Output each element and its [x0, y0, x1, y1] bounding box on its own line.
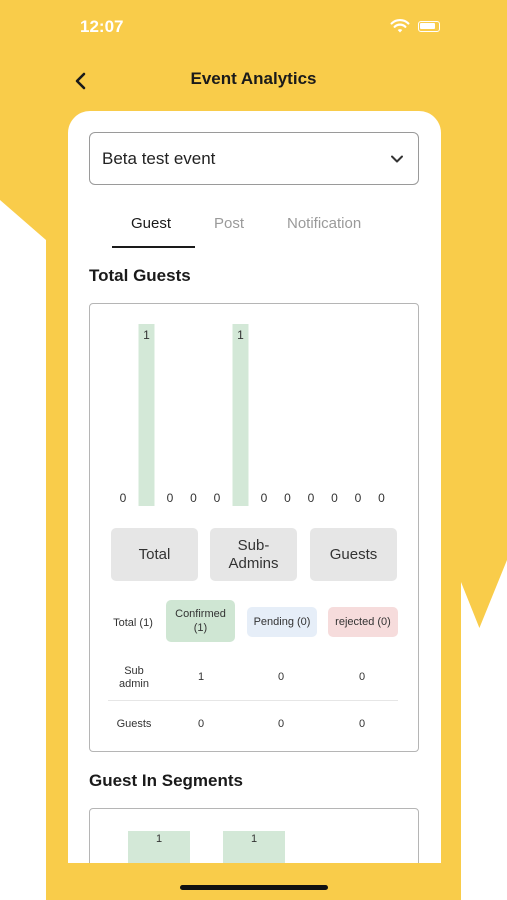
- chart-value-label: 0: [167, 491, 174, 505]
- chevron-down-icon: [391, 155, 403, 163]
- segments-chart: 1 1: [89, 808, 419, 863]
- analytics-card: Beta test event Guest Post Notification …: [68, 111, 441, 863]
- pending-badge: Pending (0): [247, 607, 317, 637]
- guest-in-segments-title: Guest In Segments: [89, 771, 243, 790]
- status-time: 12:07: [80, 17, 124, 36]
- chart-bar: [232, 324, 249, 506]
- battery-icon: [418, 21, 440, 32]
- table-divider: [108, 700, 398, 701]
- status-bar: 12:07: [46, 0, 461, 52]
- chart-value-label: 0: [308, 491, 315, 505]
- chart-value-label: 0: [120, 491, 127, 505]
- chart-value-label: 1: [237, 328, 244, 342]
- chart-value-label: 0: [190, 491, 197, 505]
- category-guests-button[interactable]: Guests: [310, 528, 397, 581]
- chart-value-label: 0: [331, 491, 338, 505]
- chart-value-label: 1: [143, 328, 150, 342]
- table-row-label: Guests: [116, 718, 152, 730]
- wifi-icon: [390, 19, 410, 33]
- segment-bar-label: 1: [250, 833, 258, 845]
- chart-bar: [138, 324, 155, 506]
- background-shape-left: [0, 0, 46, 240]
- bar-chart: 0 1 0 0 0 1 0 0 0 0 0 0: [120, 324, 385, 506]
- back-arrow-icon[interactable]: [70, 68, 92, 94]
- table-cell: 1: [197, 671, 205, 683]
- table-cell: 0: [277, 718, 285, 730]
- chart-value-label: 0: [378, 491, 385, 505]
- segment-bar: [223, 831, 285, 863]
- background-shape-right: [461, 0, 507, 628]
- page-title: Event Analytics: [190, 69, 317, 88]
- tab-guest[interactable]: Guest: [131, 215, 172, 232]
- table-cell: 0: [358, 671, 366, 683]
- table-row-label: Sub admin: [119, 665, 149, 690]
- segment-bar: [128, 831, 190, 863]
- tab-indicator: [112, 246, 195, 248]
- chart-value-label: 0: [355, 491, 362, 505]
- total-guests-chart: 0 1 0 0 0 1 0 0 0 0 0 0 Total Sub- Admins Guests To…: [89, 303, 419, 752]
- total-count-label: Total (1): [113, 617, 153, 629]
- table-cell: 0: [277, 671, 285, 683]
- table-cell: 0: [358, 718, 366, 730]
- tab-bar: Guest Post Notification: [68, 213, 441, 249]
- segment-bar-label: 1: [155, 833, 163, 845]
- chart-value-label: 0: [284, 491, 291, 505]
- category-sub-admins-button[interactable]: Sub- Admins: [210, 528, 297, 581]
- event-select-value: Beta test event: [102, 149, 216, 168]
- event-select[interactable]: Beta test event: [89, 132, 419, 185]
- tab-post[interactable]: Post: [214, 215, 245, 232]
- tab-notification[interactable]: Notification: [287, 215, 362, 232]
- total-guests-title: Total Guests: [89, 266, 191, 285]
- home-indicator: [180, 885, 328, 890]
- table-cell: 0: [197, 718, 205, 730]
- category-total-button[interactable]: Total: [111, 528, 198, 581]
- chart-value-label: 0: [214, 491, 221, 505]
- confirmed-badge: Confirmed (1): [166, 600, 235, 642]
- chart-value-label: 0: [261, 491, 268, 505]
- rejected-badge: rejected (0): [328, 607, 398, 637]
